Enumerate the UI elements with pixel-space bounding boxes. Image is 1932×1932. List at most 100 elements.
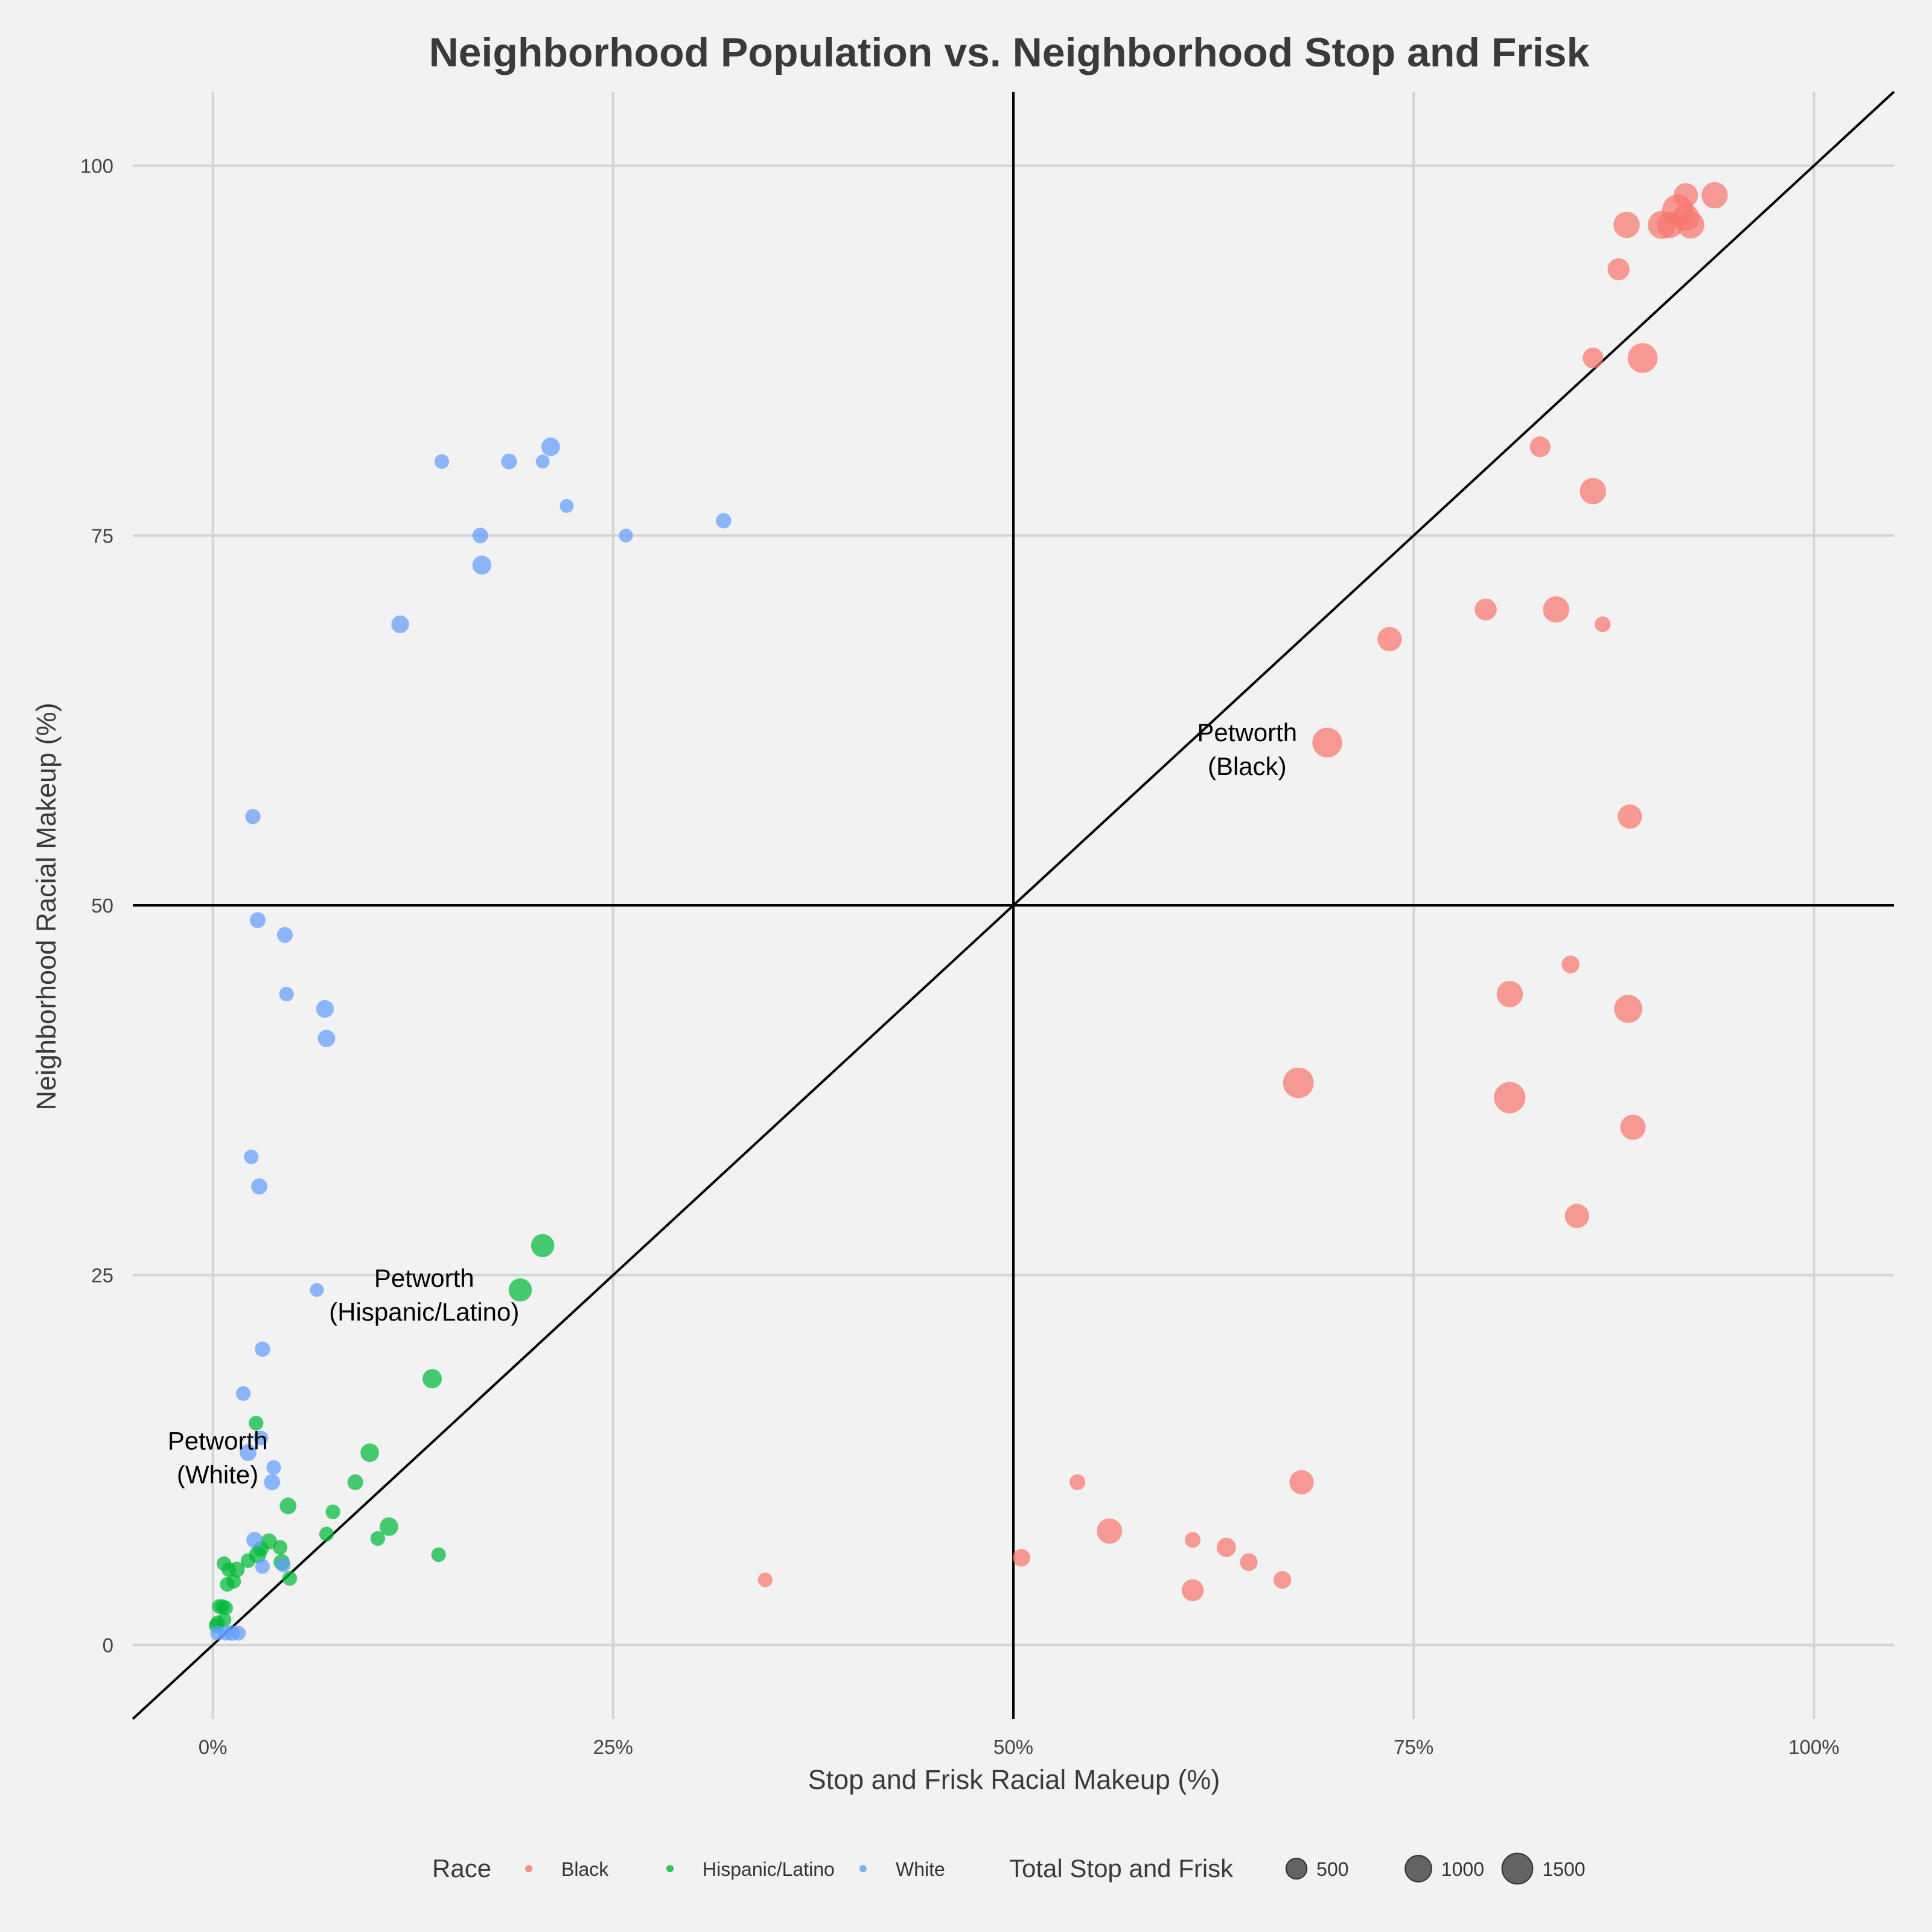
y-tick-label: 50	[91, 894, 113, 917]
data-point-white	[251, 1178, 267, 1195]
data-point-black	[757, 1572, 773, 1587]
data-point-hispanic-latino	[249, 1415, 264, 1430]
data-point-black	[1283, 1067, 1314, 1098]
x-axis-label: Stop and Frisk Racial Makeup (%)	[808, 1764, 1220, 1795]
data-point-white	[279, 986, 294, 1002]
x-tick-label: 0%	[199, 1736, 228, 1758]
data-point-black	[1614, 995, 1642, 1023]
data-point-hispanic-latino	[282, 1571, 298, 1586]
data-point-black	[1273, 1570, 1292, 1589]
x-tick-label: 25%	[593, 1736, 633, 1758]
data-point-hispanic-latino	[229, 1561, 245, 1578]
data-point-hispanic-latino	[279, 1497, 297, 1514]
y-axis-label: Neighborhood Racial Makeup (%)	[31, 703, 62, 1110]
data-point-hispanic-latino	[370, 1531, 385, 1546]
data-point-black	[1240, 1553, 1258, 1571]
data-point-black	[1580, 477, 1607, 505]
color-legend-title: Race	[432, 1854, 491, 1883]
legend: Race Total Stop and Frisk Black Hispanic/…	[432, 1852, 1586, 1885]
data-point-black	[1012, 1549, 1030, 1567]
y-tick-label: 0	[103, 1634, 113, 1656]
petworth-annotation: Petworth (Black)	[1197, 718, 1297, 780]
annotation-line: Petworth	[1197, 718, 1297, 747]
data-point-white	[255, 1341, 270, 1357]
data-point-white	[246, 1532, 263, 1548]
data-point-white	[472, 555, 492, 575]
data-point-hispanic-latino	[240, 1553, 256, 1568]
data-point-white	[310, 1283, 324, 1297]
y-tick-label: 75	[91, 524, 113, 547]
data-point-white	[231, 1625, 246, 1640]
data-point-white	[276, 926, 293, 943]
annotations: Petworth (Black) Petworth (Hispanic/Latino)…	[168, 718, 1297, 1489]
data-point-black	[1620, 1114, 1646, 1140]
data-point-white	[249, 912, 266, 928]
annotation-line: (White)	[177, 1461, 258, 1489]
data-point-black	[1070, 1474, 1086, 1490]
data-point-black	[1595, 616, 1611, 633]
data-point-hispanic-latino	[220, 1577, 235, 1592]
data-point-hispanic-latino	[272, 1540, 288, 1555]
data-point-white	[276, 1557, 291, 1573]
data-point-white	[245, 809, 261, 824]
legend-swatch	[525, 1865, 532, 1872]
size-legend-label: 500	[1316, 1858, 1348, 1880]
data-point-white	[391, 615, 409, 633]
data-point-white	[434, 454, 450, 469]
data-point-white	[472, 528, 488, 544]
data-point-black	[1529, 436, 1551, 457]
size-legend-swatch	[1501, 1852, 1534, 1885]
data-point-white	[244, 1149, 259, 1164]
size-legend-swatch	[1404, 1855, 1432, 1883]
data-point-black	[1181, 1579, 1204, 1602]
data-point-black	[1677, 211, 1704, 239]
legend-label: White	[896, 1858, 945, 1880]
data-point-white	[266, 1460, 281, 1475]
size-legend-swatch	[1285, 1857, 1308, 1880]
size-legend-label: 1500	[1542, 1858, 1585, 1880]
data-point-black	[1613, 211, 1640, 238]
legend-swatch	[859, 1865, 867, 1872]
data-point-black	[1216, 1537, 1236, 1557]
y-tick-label: 100	[80, 155, 113, 177]
annotation-line: Petworth	[374, 1264, 474, 1292]
data-point-black	[1496, 981, 1523, 1007]
data-point-black	[1475, 598, 1497, 621]
data-point-white	[501, 453, 517, 470]
chart-title: Neighborhood Population vs. Neighborhood…	[429, 30, 1590, 75]
x-tick-label: 75%	[1394, 1736, 1433, 1758]
data-point-hispanic-latino	[319, 1526, 334, 1541]
data-point-black	[1312, 727, 1342, 758]
data-point-black	[1627, 343, 1658, 373]
y-tick-label: 25	[91, 1264, 113, 1287]
data-point-white	[541, 437, 560, 456]
data-point-white	[235, 1386, 251, 1401]
size-legend-label: 1000	[1441, 1858, 1484, 1880]
data-point-hispanic-latino	[218, 1601, 233, 1616]
data-point-white	[240, 1444, 257, 1461]
data-point-black	[1185, 1532, 1201, 1548]
data-point-black	[1564, 1204, 1589, 1228]
data-point-black	[1377, 626, 1402, 651]
data-point-black	[1607, 258, 1630, 281]
data-point-black	[1543, 596, 1570, 623]
data-point-white	[619, 528, 633, 543]
data-point-white	[316, 999, 334, 1018]
data-points	[208, 182, 1728, 1641]
data-point-white	[535, 454, 550, 469]
data-point-white	[210, 1625, 225, 1640]
legend-label: Hispanic/Latino	[703, 1858, 835, 1880]
data-point-white	[560, 499, 574, 513]
x-tick-label: 50%	[993, 1736, 1033, 1758]
data-point-hispanic-latino	[531, 1234, 555, 1257]
petworth-annotation: Petworth (White)	[168, 1427, 268, 1489]
data-point-hispanic-latino	[360, 1443, 379, 1462]
data-point-white	[716, 513, 732, 529]
x-tick-label: 100%	[1788, 1736, 1839, 1758]
annotation-line: (Black)	[1208, 752, 1287, 780]
data-point-black	[1289, 1470, 1314, 1494]
data-point-white	[255, 1559, 270, 1574]
data-point-hispanic-latino	[431, 1547, 446, 1563]
